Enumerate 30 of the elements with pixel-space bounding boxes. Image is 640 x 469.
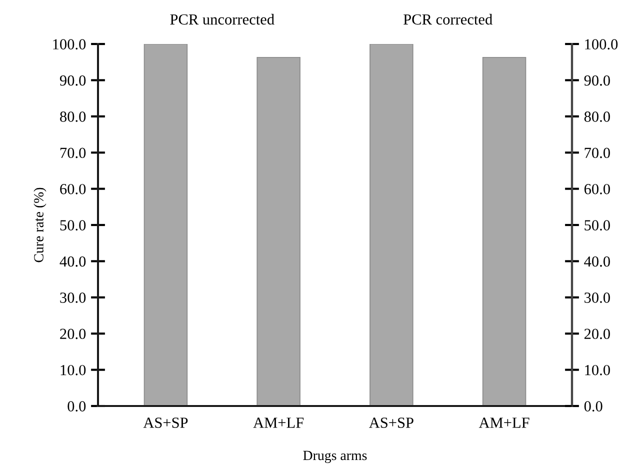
y2-tick-label: 70.0 [584,148,610,158]
y2-tick-label: 20.0 [584,328,610,340]
y2-tick-label: 50.0 [584,220,610,231]
y-tick-label: 70.0 [60,148,86,158]
y-tick-label: 20.0 [60,328,86,340]
y-axis-title: Cure rate (%) [34,188,46,262]
y2-tick-label: 30.0 [584,292,610,303]
y-tick-label: 0.0 [68,401,86,412]
x-tick-label: AM+LF [478,418,530,428]
text: PCR uncorrected [170,14,274,25]
y2-tick-label: 60.0 [584,184,610,194]
x-tick-label: AM+LF [253,418,304,428]
y2-tick-label: 40.0 [584,256,610,267]
y-tick-label: 80.0 [60,112,86,122]
y2-tick-label: 10.0 [585,364,610,376]
y-tick-label: 10.0 [60,364,86,376]
y-tick-label: 90.0 [60,75,86,86]
x-tick-label: AS+SP [143,418,188,428]
y2-tick-label: 80.0 [584,112,610,122]
y-tick-label: 100.0 [53,39,86,50]
y2-tick-label: 100.0 [585,39,618,50]
y2-tick-label: 90.0 [584,75,610,86]
x-tick-label: AS+SP [369,418,414,428]
y-tick-label: 30.0 [60,292,86,303]
y2-tick-label: 0.0 [584,401,602,412]
y-tick-label: 60.0 [60,184,86,194]
text: PCR corrected [404,14,492,25]
x-axis-title: Drugs arms [303,450,367,464]
y-tick-label: 50.0 [60,220,86,231]
y-tick-label: 40.0 [60,256,86,267]
